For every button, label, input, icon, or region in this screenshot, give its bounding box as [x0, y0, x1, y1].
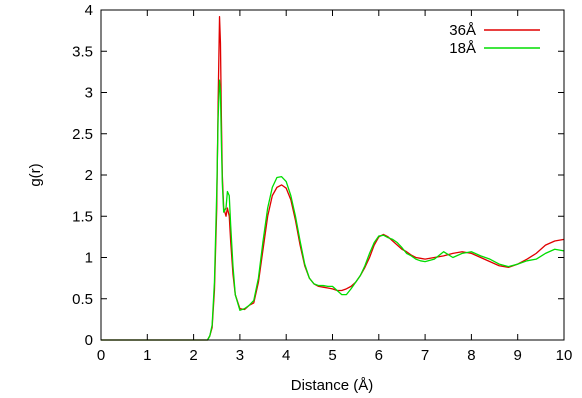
- x-tick-label: 7: [421, 347, 429, 364]
- y-tick-label: 3: [85, 85, 93, 102]
- legend-label: 18Å: [449, 40, 476, 57]
- series-line-2: [101, 79, 565, 341]
- x-axis-label: Distance (Å): [291, 377, 374, 394]
- x-axis-ticks: 0 1 2 3 4 5 6 7 8 9 10: [97, 10, 573, 364]
- y-tick-label: 2.5: [72, 126, 93, 143]
- x-tick-label: 3: [236, 347, 244, 364]
- x-tick-label: 1: [143, 347, 151, 364]
- y-tick-label: 0.5: [72, 291, 93, 308]
- legend-label: 36Å: [449, 22, 476, 39]
- x-tick-label: 6: [375, 347, 383, 364]
- x-tick-label: 8: [467, 347, 475, 364]
- y-tick-label: 2: [85, 167, 93, 184]
- x-tick-label: 2: [189, 347, 197, 364]
- x-tick-label: 0: [97, 347, 105, 364]
- x-tick-label: 9: [514, 347, 522, 364]
- x-tick-label: 4: [282, 347, 290, 364]
- x-tick-label: 10: [556, 347, 573, 364]
- y-axis-label: g(r): [27, 163, 44, 186]
- x-tick-label: 5: [328, 347, 336, 364]
- y-tick-label: 3.5: [72, 43, 93, 60]
- y-axis-ticks: 0 0.5 1 1.5 2 2.5 3 3.5 4: [72, 2, 564, 349]
- y-tick-label: 1.5: [72, 208, 93, 225]
- y-tick-label: 4: [85, 2, 93, 19]
- y-tick-label: 0: [85, 332, 93, 349]
- series-layer: [101, 15, 565, 341]
- y-tick-label: 1: [85, 250, 93, 267]
